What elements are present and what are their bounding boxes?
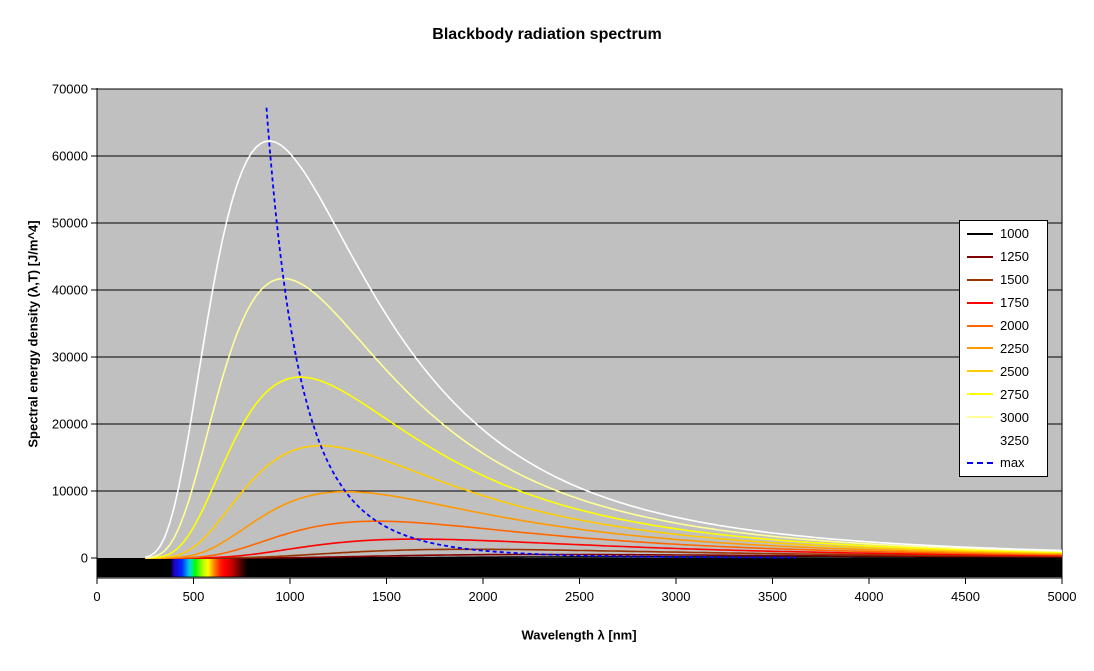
legend-swatch-1250 [967,255,993,258]
legend-item: 2000 [967,316,1047,336]
series-line-1750 [145,538,1062,559]
legend-item: max [967,453,1047,473]
legend-swatch-2750 [967,393,993,396]
legend-label: 2250 [1000,340,1029,356]
legend-label: 1500 [1000,272,1029,288]
x-tick-label: 3500 [758,589,787,604]
legend-swatch-2000 [967,324,993,327]
x-tick-label: 5000 [1048,589,1077,604]
axis-ticks-and-labels: 0 10000 20000 30000 40000 50000 60000 70000 0 500… [52,82,1077,605]
series-line-1250 [145,553,1062,559]
legend-item: 1000 [967,224,1047,244]
series-line-2250 [145,490,1063,559]
legend-item: 3000 [967,407,1047,427]
series-line-2750 [145,376,1063,559]
series-line-3250 [145,140,1063,559]
series-line-max [265,107,797,559]
y-tick-label: 10000 [52,484,88,499]
y-tick-label: 40000 [52,283,88,298]
legend-label: 3000 [1000,409,1029,425]
series-line-3000 [145,277,1063,559]
x-tick-label: 3000 [662,589,691,604]
y-tick-label: 50000 [52,216,88,231]
y-axis-title: Spectral energy density (λ,T) [J/m^4] [25,220,41,448]
legend-swatch-2500 [967,370,993,373]
legend-swatch-1000 [967,232,993,235]
legend-label: 1250 [1000,249,1029,265]
x-tick-label: 2000 [469,589,498,604]
x-tick-label: 2500 [565,589,594,604]
legend-swatch-max [967,461,993,464]
y-tick-label: 30000 [52,350,88,365]
x-tick-label: 0 [93,589,100,604]
legend-swatch-1500 [967,278,993,281]
legend-label: 2000 [1000,318,1029,334]
legend-label: max [1000,455,1025,471]
x-tick-label: 4000 [855,589,884,604]
legend-item: 3250 [967,430,1047,450]
gridlines [97,155,1062,492]
x-tick-label: 1000 [276,589,305,604]
series-line-2000 [145,520,1063,559]
legend-item: 1250 [967,247,1047,267]
chart-title: Blackbody radiation spectrum [432,26,662,43]
y-tick-label: 70000 [52,82,88,97]
y-tick-label: 0 [81,551,88,566]
plot-background [96,88,1063,579]
legend-label: 2750 [1000,386,1029,402]
y-tick-label: 20000 [52,417,88,432]
legend-item: 1500 [967,270,1047,290]
legend-item: 2750 [967,384,1047,404]
legend-swatch-2250 [967,347,993,350]
legend-swatch-3000 [967,416,993,419]
legend-label: 2500 [1000,363,1029,379]
series-line-2500 [145,444,1062,559]
y-tick-label: 60000 [52,149,88,164]
legend-label: 1000 [1000,226,1029,242]
legend-swatch-3250 [967,439,993,442]
legend-item: 2250 [967,338,1047,358]
x-tick-label: 4500 [951,589,980,604]
x-tick-label: 500 [183,589,205,604]
legend-swatch-1750 [967,301,993,304]
visible-spectrum-rainbow [170,558,248,577]
x-tick-label: 1500 [372,589,401,604]
legend-item: 2500 [967,361,1047,381]
series-line-1500 [145,548,1063,559]
legend-label: 3250 [1000,432,1029,448]
spectrum-band [97,558,1062,578]
legend-label: 1750 [1000,295,1029,311]
legend: 1000 1250 1500 1750 2000 2250 2500 2750 3000 3250… [959,220,1048,477]
legend-item: 1750 [967,293,1047,313]
x-axis-title: Wavelength λ [nm] [521,627,637,643]
